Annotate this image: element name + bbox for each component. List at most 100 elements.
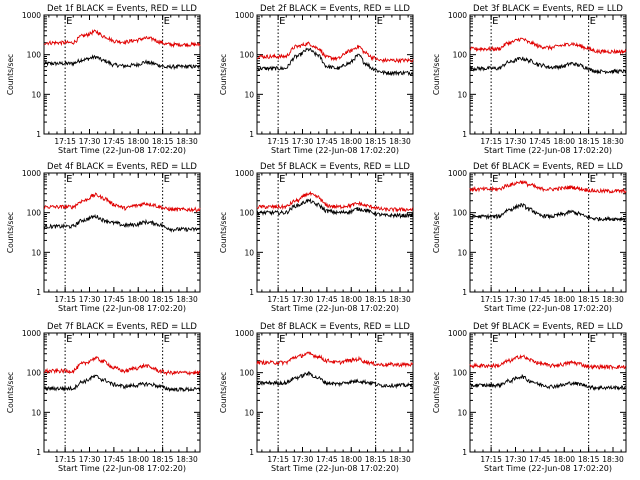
y-tick-label: 1000 (235, 169, 254, 178)
x-tick-label: 18:30 (176, 295, 198, 304)
y-tick-label: 1000 (22, 169, 41, 178)
event-marker-label: E (590, 174, 596, 185)
event-marker-label: E (377, 16, 383, 27)
plot-frame (256, 332, 414, 453)
chart-panel-7: Det 7f BLACK = Events, RED = LLD Counts/s… (6, 322, 201, 473)
panel-title: Det 9f BLACK = Events, RED = LLD (473, 322, 623, 332)
chart-panel-1: Det 1f BLACK = Events, RED = LLD Counts/s… (6, 4, 201, 155)
x-tick-label: 17:30 (79, 455, 101, 464)
y-tick-label: 100 (240, 209, 255, 218)
y-tick-label: 10 (244, 90, 254, 99)
panel-title: Det 1f BLACK = Events, RED = LLD (47, 4, 197, 14)
x-axis-label: Start Time (22-Jun-08 17:02:20) (484, 464, 612, 473)
x-tick-label: 17:30 (292, 295, 314, 304)
event-marker-label: E (279, 334, 285, 345)
y-tick-label: 1000 (448, 169, 467, 178)
y-tick-label: 10 (244, 408, 254, 417)
y-tick-label: 10 (457, 248, 467, 257)
event-marker-label: E (590, 16, 596, 27)
y-tick-label: 10 (31, 408, 41, 417)
x-tick-label: 17:15 (480, 455, 502, 464)
x-tick-label: 17:45 (103, 455, 125, 464)
y-tick-label: 100 (453, 209, 468, 218)
x-axis-label: Start Time (22-Jun-08 17:02:20) (58, 464, 186, 473)
x-tick-label: 18:15 (152, 295, 174, 304)
y-tick-label: 100 (240, 51, 255, 60)
panel-title: Det 5f BLACK = Events, RED = LLD (260, 162, 410, 172)
x-tick-label: 17:30 (79, 137, 101, 146)
plot-frame (43, 332, 201, 453)
series-line-events (469, 202, 627, 223)
x-tick-label: 17:45 (529, 137, 551, 146)
event-marker-label: E (66, 174, 72, 185)
chart-panel-9: Det 9f BLACK = Events, RED = LLD Counts/s… (432, 322, 627, 473)
y-tick-label: 1000 (22, 329, 41, 338)
panel-title: Det 8f BLACK = Events, RED = LLD (260, 322, 410, 332)
x-axis-label: Start Time (22-Jun-08 17:02:20) (484, 146, 612, 155)
series-line-lld (43, 192, 201, 213)
series-line-lld (469, 37, 627, 55)
x-tick-label: 18:15 (365, 295, 387, 304)
y-tick-label: 1000 (235, 329, 254, 338)
x-tick-label: 18:30 (602, 137, 624, 146)
y-axis-label: Counts/sec (219, 372, 228, 413)
event-marker-label: E (164, 16, 170, 27)
series-line-lld (256, 351, 414, 368)
series-line-lld (256, 190, 414, 213)
event-marker-label: E (492, 334, 498, 345)
chart-panel-5: Det 5f BLACK = Events, RED = LLD Counts/s… (219, 162, 414, 313)
x-tick-label: 17:15 (54, 455, 76, 464)
x-axis-label: Start Time (22-Jun-08 17:02:20) (58, 304, 186, 313)
y-tick-label: 1 (249, 448, 254, 457)
series-line-events (256, 198, 414, 220)
y-tick-label: 10 (457, 90, 467, 99)
x-tick-label: 18:30 (389, 295, 411, 304)
y-tick-label: 1000 (22, 11, 41, 20)
y-axis-label: Counts/sec (432, 212, 441, 253)
x-tick-label: 18:15 (365, 137, 387, 146)
x-tick-label: 17:30 (292, 455, 314, 464)
x-tick-label: 18:30 (389, 137, 411, 146)
event-marker-label: E (279, 174, 285, 185)
y-axis-label: Counts/sec (6, 54, 15, 95)
plot-frame (256, 172, 414, 293)
x-axis-label: Start Time (22-Jun-08 17:02:20) (271, 464, 399, 473)
chart-panel-8: Det 8f BLACK = Events, RED = LLD Counts/s… (219, 322, 414, 473)
y-tick-label: 1 (36, 130, 41, 139)
y-tick-label: 10 (31, 248, 41, 257)
x-axis-label: Start Time (22-Jun-08 17:02:20) (58, 146, 186, 155)
event-marker-label: E (66, 334, 72, 345)
x-tick-label: 17:30 (292, 137, 314, 146)
y-tick-label: 1 (36, 288, 41, 297)
panel-title: Det 7f BLACK = Events, RED = LLD (47, 322, 197, 332)
x-axis-label: Start Time (22-Jun-08 17:02:20) (484, 304, 612, 313)
x-tick-label: 18:30 (389, 455, 411, 464)
x-tick-label: 17:45 (316, 295, 338, 304)
x-tick-label: 17:45 (103, 137, 125, 146)
x-tick-label: 18:00 (553, 137, 575, 146)
y-tick-label: 1 (462, 288, 467, 297)
y-tick-label: 1 (462, 130, 467, 139)
series-line-events (43, 374, 201, 393)
x-tick-label: 18:00 (127, 455, 149, 464)
x-tick-label: 17:15 (480, 137, 502, 146)
y-tick-label: 10 (244, 248, 254, 257)
series-line-lld (469, 180, 627, 194)
event-marker-label: E (492, 174, 498, 185)
event-marker-label: E (590, 334, 596, 345)
x-tick-label: 18:00 (340, 295, 362, 304)
y-tick-label: 100 (27, 369, 42, 378)
x-tick-label: 17:45 (316, 137, 338, 146)
plot-frame (469, 14, 627, 135)
series-line-events (256, 371, 414, 390)
plot-frame (256, 14, 414, 135)
x-tick-label: 18:15 (365, 455, 387, 464)
y-axis-label: Counts/sec (219, 54, 228, 95)
event-marker-label: E (377, 174, 383, 185)
series-line-events (256, 47, 414, 77)
y-tick-label: 100 (27, 209, 42, 218)
y-tick-label: 100 (240, 369, 255, 378)
x-tick-label: 17:45 (103, 295, 125, 304)
x-tick-label: 17:45 (529, 295, 551, 304)
y-axis-label: Counts/sec (432, 54, 441, 95)
